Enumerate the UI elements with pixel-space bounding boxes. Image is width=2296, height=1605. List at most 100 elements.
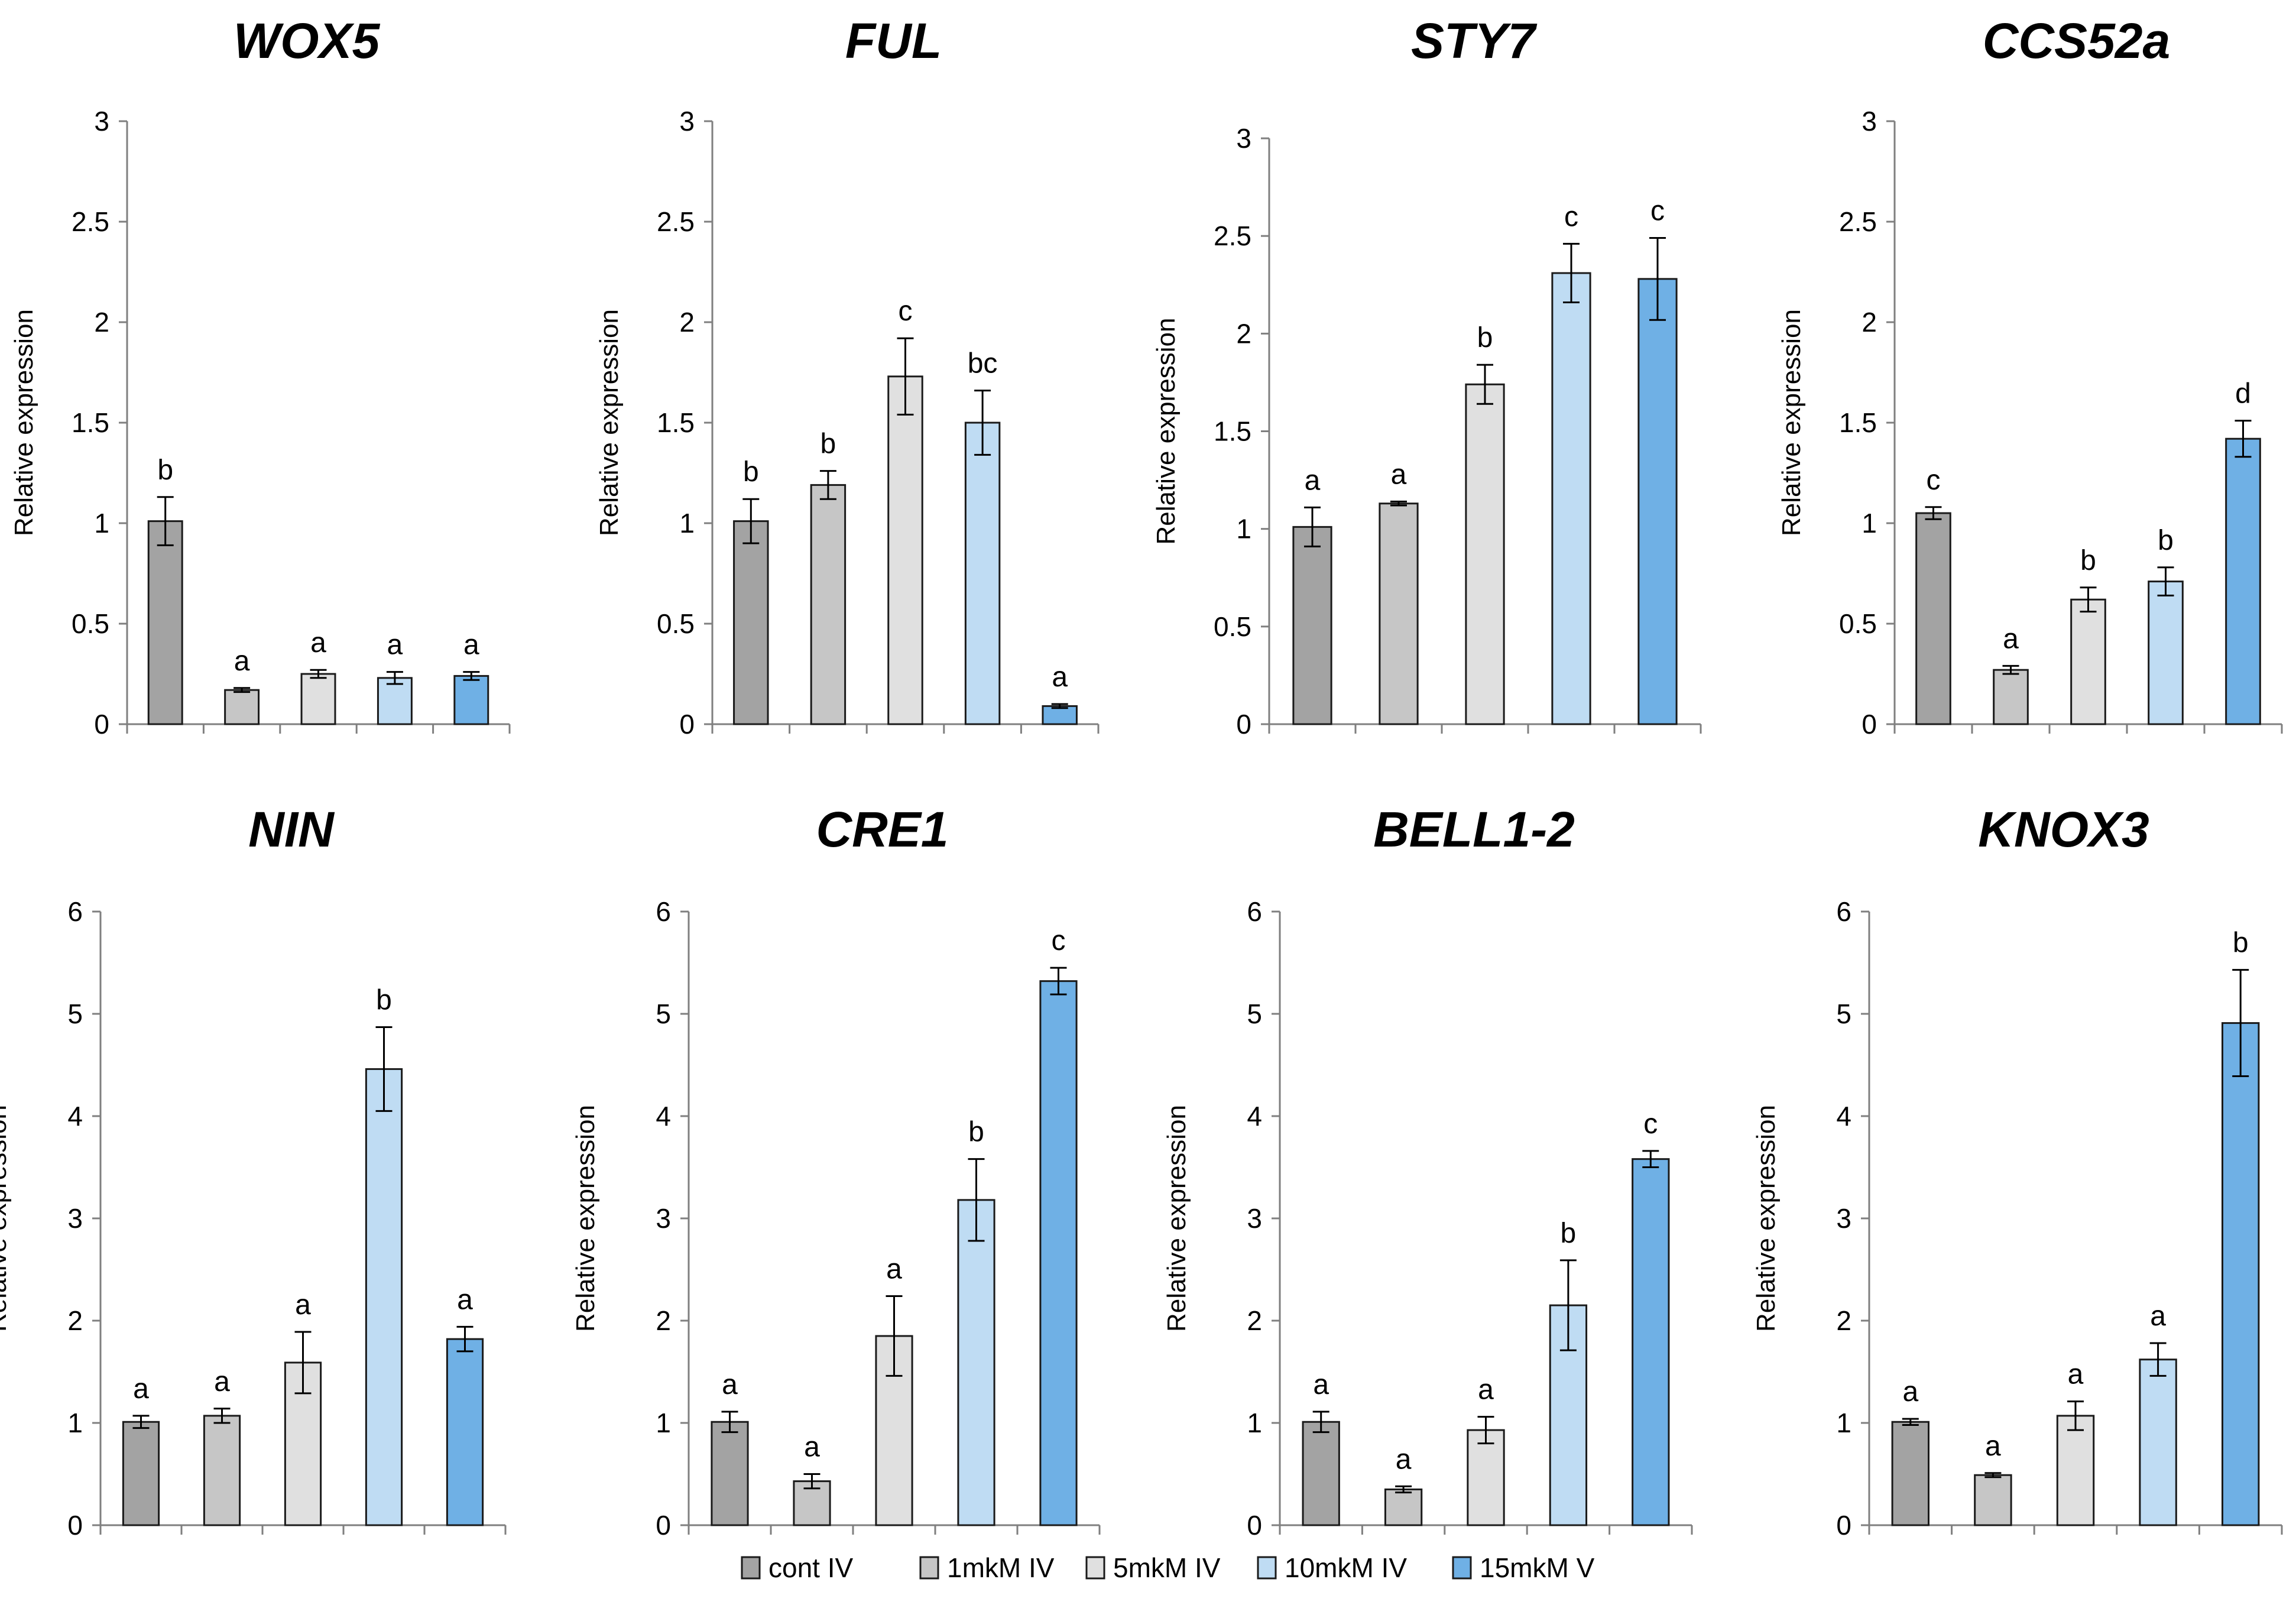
bar-cont-iv <box>1292 526 1332 725</box>
y-tick-label: 0 <box>67 1510 83 1541</box>
bar-15mkm-v <box>446 1338 484 1526</box>
chart-panel-sty7: STY7 Relative expression 0 0.5 1 1.5 2 2.5 3 a a b c… <box>1152 13 1702 740</box>
bar-15mkm-v <box>1042 705 1078 725</box>
error-bar <box>2067 1400 2084 1431</box>
bar-10mkm-iv <box>377 677 413 725</box>
significance-letter: b <box>1477 322 1493 354</box>
y-tick-label: 1.5 <box>1839 407 1877 438</box>
bar-5mkm-iv <box>1465 383 1505 725</box>
error-bar <box>234 687 251 693</box>
chart-title: NIN <box>248 802 335 857</box>
bar-1mkm-iv <box>1384 1488 1423 1526</box>
significance-letter: a <box>1985 1431 2001 1462</box>
error-bar <box>463 671 480 681</box>
bar-15mkm-v <box>1039 980 1078 1526</box>
bar-5mkm-iv <box>300 673 336 725</box>
bar-1mkm-iv <box>203 1415 241 1526</box>
y-tick-label: 4 <box>656 1101 671 1131</box>
legend-swatch <box>741 1556 761 1580</box>
y-tick-label: 1 <box>1236 514 1251 544</box>
error-bar <box>1051 703 1068 709</box>
y-tick-label: 6 <box>1247 896 1262 927</box>
significance-letter: a <box>133 1373 149 1405</box>
y-tick-label: 2 <box>1236 318 1251 349</box>
bar-1mkm-iv <box>810 484 847 725</box>
y-tick-label: 0.5 <box>657 608 695 639</box>
significance-letter: a <box>2068 1359 2084 1390</box>
legend-swatch <box>919 1556 939 1580</box>
significance-letter: b <box>376 984 392 1016</box>
y-tick-label: 1 <box>1862 508 1877 539</box>
error-bar <box>974 390 991 456</box>
y-tick-label: 0.5 <box>1214 611 1251 642</box>
significance-letter: a <box>804 1432 820 1463</box>
y-axis-label: Relative expression <box>595 309 624 536</box>
y-tick-label: 1 <box>679 508 695 539</box>
y-tick-label: 0 <box>1836 1510 1851 1541</box>
bar-cont-iv <box>147 520 183 725</box>
error-bar <box>2080 586 2097 613</box>
error-bar <box>1477 1416 1494 1445</box>
chart-title: FUL <box>845 13 942 69</box>
bar-5mkm-iv <box>1467 1429 1505 1526</box>
significance-letter: b <box>157 455 173 486</box>
significance-letter: a <box>886 1253 902 1285</box>
y-tick-label: 1 <box>656 1408 671 1438</box>
significance-letter: a <box>2003 623 2019 654</box>
error-bar <box>742 498 760 544</box>
significance-letter: b <box>2080 545 2096 576</box>
y-tick-label: 3 <box>1836 1203 1851 1234</box>
error-bar <box>1984 1472 2002 1478</box>
error-bar <box>1304 506 1321 547</box>
y-tick-label: 1.5 <box>657 407 695 438</box>
bar-15mkm-v <box>1637 278 1678 725</box>
y-tick-label: 1 <box>1836 1408 1851 1438</box>
y-tick-label: 0 <box>656 1510 671 1541</box>
y-tick-label: 2 <box>67 1305 83 1336</box>
y-tick-label: 1 <box>67 1408 83 1438</box>
significance-letter: a <box>457 1284 473 1315</box>
y-tick-label: 4 <box>1247 1101 1262 1131</box>
error-bar <box>2149 1342 2167 1377</box>
y-tick-label: 6 <box>656 896 671 927</box>
error-bar <box>968 1158 985 1242</box>
y-tick-label: 5 <box>656 998 671 1029</box>
significance-letter: c <box>899 296 913 327</box>
error-bar <box>1390 500 1407 507</box>
chart-title: STY7 <box>1411 13 1537 69</box>
bar-10mkm-iv <box>2139 1358 2177 1526</box>
bar-cont-iv <box>1302 1421 1340 1526</box>
chart-title: BELL1-2 <box>1373 802 1575 857</box>
bar-10mkm-iv <box>1551 272 1591 725</box>
bar-10mkm-iv <box>365 1068 403 1526</box>
significance-letter: a <box>722 1369 738 1400</box>
significance-letter: a <box>1391 459 1407 490</box>
y-tick-label: 2 <box>1836 1305 1851 1336</box>
y-tick-label: 4 <box>67 1101 83 1131</box>
legend-swatch <box>1452 1556 1472 1580</box>
significance-letter: a <box>1313 1369 1329 1400</box>
bar-5mkm-iv <box>2070 598 2106 725</box>
legend-label: cont IV <box>768 1552 854 1583</box>
error-bar <box>456 1325 474 1353</box>
y-tick-label: 2.5 <box>1214 221 1251 251</box>
legend-item: cont IV <box>741 1552 854 1583</box>
bar-cont-iv <box>733 520 769 725</box>
y-tick-label: 3 <box>94 106 109 137</box>
error-bar <box>1395 1485 1412 1494</box>
y-tick-label: 1 <box>1247 1408 1262 1438</box>
bar-5mkm-iv <box>875 1335 913 1526</box>
chart-panels: WOX5 Relative expression 0 0.5 1 1.5 2 2.5 3 b a a a… <box>0 13 2283 1541</box>
error-bar <box>1312 1411 1329 1434</box>
y-tick-label: 0 <box>679 709 695 740</box>
y-tick-label: 3 <box>1236 123 1251 154</box>
significance-letter: d <box>2235 378 2251 410</box>
y-tick-label: 2 <box>1247 1305 1262 1336</box>
y-axis-label: Relative expression <box>0 1105 12 1332</box>
error-bar <box>2157 566 2174 596</box>
y-tick-label: 3 <box>679 106 695 137</box>
y-tick-label: 2 <box>679 307 695 338</box>
chart-panel-nin: NIN Relative expression 0 1 2 3 4 5 6 a a a b a <box>0 802 507 1541</box>
chart-panel-cre1: CRE1 Relative expression 0 1 2 3 4 5 6 a a a b c <box>571 802 1101 1541</box>
